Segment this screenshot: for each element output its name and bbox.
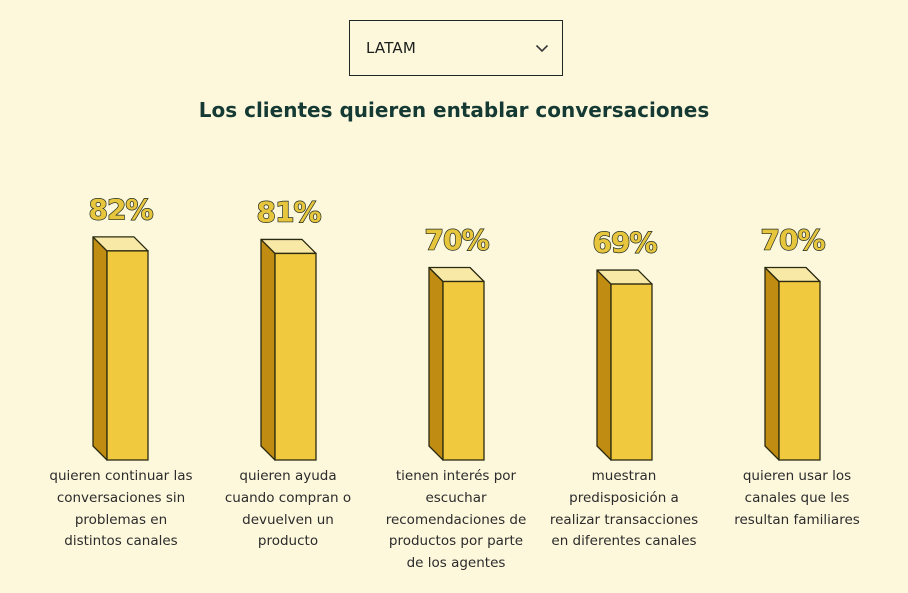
bar-value-label: 82% — [88, 193, 153, 226]
bar-front — [610, 283, 653, 461]
bar-caption: muestran predisposición a realizar trans… — [549, 468, 699, 550]
bar-1 — [92, 236, 149, 461]
bar-side — [764, 266, 780, 461]
bar-front — [778, 280, 821, 461]
bar-value-label: 81% — [256, 195, 321, 228]
bar-value-label: 69% — [592, 226, 657, 259]
bar-caption: tienen interés por escuchar recomendacio… — [385, 468, 527, 572]
bar-caption: quieren usar los canales que les resulta… — [734, 468, 860, 528]
bar-4 — [596, 269, 653, 461]
bar-side — [428, 266, 444, 461]
bar-value-label: 70% — [424, 224, 489, 257]
bar-caption: quieren continuar las conversaciones sin… — [49, 468, 193, 550]
bar-front — [274, 252, 317, 461]
bar-side — [260, 238, 276, 461]
bar-value-label: 70% — [760, 224, 825, 257]
bar-front — [442, 280, 485, 461]
bar-side — [92, 236, 108, 461]
bar-front — [106, 250, 149, 461]
region-select[interactable]: LATAM — [349, 20, 563, 76]
chart-title: Los clientes quieren entablar conversaci… — [198, 98, 710, 122]
region-select-value: LATAM — [366, 39, 416, 57]
bar-side — [596, 269, 612, 461]
bar-caption: quieren ayuda cuando compran o devuelven… — [224, 468, 352, 550]
bar-3 — [428, 266, 485, 461]
chevron-down-icon — [535, 44, 549, 53]
bar-5 — [764, 266, 821, 461]
bar-2 — [260, 238, 317, 461]
